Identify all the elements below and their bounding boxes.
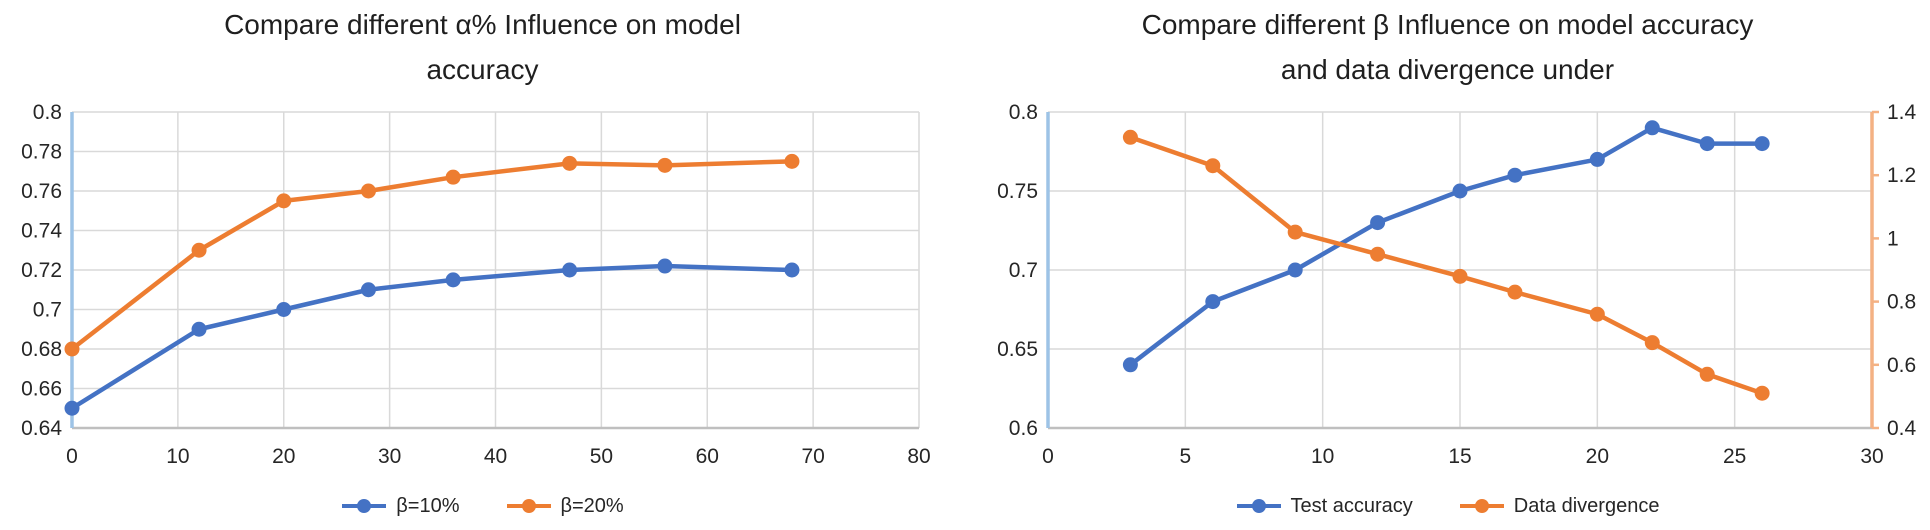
legend: β=10% β=20% — [0, 490, 965, 522]
chart-title: Compare different α% Influence on model … — [224, 9, 741, 85]
secondary-y-tick-label: 0.4 — [1887, 417, 1917, 440]
secondary-y-tick-label: 1.2 — [1887, 164, 1916, 187]
y-tick-label: 0.75 — [997, 180, 1038, 203]
data-point — [445, 169, 461, 185]
data-point — [1699, 136, 1715, 152]
chart-title: Compare different β Influence on model a… — [1141, 9, 1754, 85]
data-point — [1644, 120, 1660, 136]
chart-panel-alpha: Compare different α% Influence on model … — [0, 9, 965, 522]
legend-label: Test accuracy — [1290, 494, 1413, 517]
x-tick-label: 30 — [1860, 445, 1883, 468]
data-point — [784, 153, 800, 169]
y-tick-label: 0.7 — [1009, 259, 1038, 282]
x-tick-label: 30 — [378, 445, 401, 468]
data-point — [191, 321, 207, 337]
x-tick-label: 80 — [907, 445, 930, 468]
y-tick-label: 0.74 — [21, 220, 62, 243]
x-tick-label: 0 — [1042, 445, 1054, 468]
series-line — [1128, 135, 1765, 396]
data-point — [1122, 357, 1138, 373]
y-tick-label: 0.68 — [21, 338, 62, 361]
y-tick-label: 0.78 — [21, 141, 62, 164]
data-point — [1205, 158, 1221, 174]
data-point — [1754, 385, 1770, 401]
legend-label: β=10% — [396, 494, 460, 517]
legend-label: β=20% — [560, 494, 624, 517]
legend-item-data-divergence: Data divergence — [1459, 494, 1660, 518]
secondary-y-tick-label: 1.4 — [1887, 101, 1917, 124]
y-tick-label: 0.65 — [997, 338, 1038, 361]
data-point — [191, 242, 207, 258]
x-tick-label: 10 — [166, 445, 189, 468]
data-point — [1589, 306, 1605, 322]
x-tick-label: 25 — [1723, 445, 1746, 468]
data-point — [1507, 284, 1523, 300]
x-tick-label: 40 — [484, 445, 507, 468]
data-point — [64, 400, 80, 416]
x-tick-label: 10 — [1311, 445, 1334, 468]
chart-panel-beta: Compare different β Influence on model a… — [965, 0, 1930, 530]
secondary-y-tick-label: 0.6 — [1887, 354, 1916, 377]
data-point — [562, 155, 578, 171]
data-point — [64, 341, 80, 357]
y-tick-label: 0.7 — [33, 299, 62, 322]
chart-canvas-beta: 1.41.210.80.60.40.80.750.70.650.60 5 10 15 2… — [997, 101, 1917, 468]
data-point — [784, 262, 800, 278]
secondary-y-tick-label: 1 — [1887, 227, 1899, 250]
legend-item-test-accuracy: Test accuracy — [1236, 495, 1413, 518]
chart-canvas-alpha: 0.8 0.78 0.76 0.74 0.72 0.7 0.68 0.66 0.640 10 20 3… — [21, 101, 931, 468]
data-point — [1122, 129, 1138, 145]
y-tick-label: 0.64 — [21, 417, 62, 440]
legend: Test accuracy Data divergence — [965, 490, 1930, 522]
x-tick-label: 50 — [590, 445, 613, 468]
data-point — [1370, 215, 1386, 231]
x-tick-label: 5 — [1179, 445, 1191, 468]
y-tick-label: 0.72 — [21, 259, 62, 282]
x-tick-label: 70 — [801, 445, 824, 468]
series-line — [1128, 125, 1765, 368]
data-point — [360, 183, 376, 199]
data-point — [657, 258, 673, 274]
data-point — [276, 193, 292, 209]
y-tick-label: 0.8 — [33, 101, 62, 124]
data-point — [1699, 366, 1715, 382]
data-point — [657, 157, 673, 173]
x-tick-label: 0 — [66, 445, 78, 468]
legend-marker-icon — [1236, 499, 1281, 513]
data-point — [562, 262, 578, 278]
series-line — [69, 263, 795, 411]
legend-label: Data divergence — [1513, 494, 1660, 517]
x-tick-label: 60 — [696, 445, 719, 468]
data-point — [1589, 151, 1605, 167]
data-point — [1644, 335, 1660, 351]
y-tick-label: 0.66 — [21, 378, 62, 401]
legend-marker-icon — [1459, 499, 1504, 513]
x-tick-label: 15 — [1448, 445, 1471, 468]
data-point — [1754, 136, 1770, 152]
secondary-y-tick-label: 0.8 — [1887, 291, 1916, 314]
y-tick-label: 0.76 — [21, 180, 62, 203]
legend-item-beta10: β=10% — [341, 494, 460, 518]
legend-item-beta20: β=20% — [506, 495, 624, 518]
y-tick-label: 0.8 — [1009, 101, 1038, 124]
x-tick-label: 20 — [1586, 445, 1609, 468]
data-point — [1287, 224, 1303, 240]
data-point — [1507, 167, 1523, 183]
data-point — [1452, 268, 1468, 284]
data-point — [276, 302, 292, 317]
data-point — [1205, 294, 1221, 310]
data-point — [1370, 246, 1386, 262]
data-point — [360, 282, 376, 298]
legend-marker-icon — [506, 499, 551, 513]
data-point — [445, 272, 461, 288]
data-point — [1452, 183, 1468, 199]
data-point — [1287, 262, 1303, 278]
y-tick-label: 0.6 — [1009, 417, 1038, 440]
legend-marker-icon — [342, 499, 387, 513]
series-line — [69, 159, 795, 352]
x-tick-label: 20 — [272, 445, 295, 468]
